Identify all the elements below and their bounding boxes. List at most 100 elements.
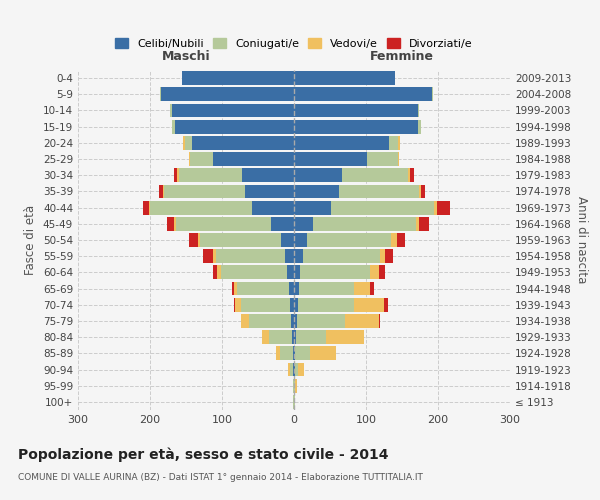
- Bar: [178, 168, 179, 182]
- Bar: [391, 233, 397, 247]
- Bar: [313, 217, 416, 230]
- Bar: [143, 200, 149, 214]
- Bar: [241, 298, 290, 312]
- Bar: [291, 314, 294, 328]
- Bar: [294, 266, 301, 280]
- Bar: [370, 282, 374, 296]
- Bar: [217, 266, 221, 280]
- Bar: [294, 88, 432, 101]
- Bar: [179, 168, 242, 182]
- Bar: [294, 184, 338, 198]
- Bar: [293, 395, 294, 409]
- Bar: [182, 71, 294, 85]
- Bar: [189, 152, 190, 166]
- Bar: [299, 282, 355, 296]
- Bar: [294, 120, 418, 134]
- Y-axis label: Fasce di età: Fasce di età: [25, 205, 37, 275]
- Bar: [233, 282, 237, 296]
- Bar: [293, 379, 294, 392]
- Bar: [294, 200, 331, 214]
- Bar: [389, 136, 398, 149]
- Bar: [280, 346, 293, 360]
- Bar: [252, 200, 294, 214]
- Bar: [293, 346, 294, 360]
- Bar: [286, 250, 294, 263]
- Bar: [294, 250, 302, 263]
- Bar: [416, 217, 419, 230]
- Bar: [172, 120, 175, 134]
- Bar: [221, 266, 287, 280]
- Bar: [183, 136, 185, 149]
- Bar: [295, 379, 297, 392]
- Bar: [294, 104, 418, 118]
- Bar: [355, 282, 370, 296]
- Bar: [370, 266, 379, 280]
- Bar: [331, 200, 434, 214]
- Bar: [298, 298, 354, 312]
- Bar: [421, 184, 425, 198]
- Bar: [294, 71, 395, 85]
- Bar: [237, 282, 289, 296]
- Bar: [214, 152, 294, 166]
- Bar: [398, 136, 400, 149]
- Bar: [269, 330, 292, 344]
- Bar: [296, 330, 326, 344]
- Bar: [241, 314, 250, 328]
- Bar: [214, 250, 215, 263]
- Bar: [418, 120, 421, 134]
- Bar: [175, 217, 176, 230]
- Bar: [242, 168, 294, 182]
- Bar: [233, 298, 235, 312]
- Bar: [294, 346, 295, 360]
- Bar: [294, 314, 297, 328]
- Bar: [297, 314, 345, 328]
- Text: COMUNE DI VALLE AURINA (BZ) - Dati ISTAT 1° gennaio 2014 - Elaborazione TUTTITAL: COMUNE DI VALLE AURINA (BZ) - Dati ISTAT…: [18, 472, 423, 482]
- Bar: [175, 120, 294, 134]
- Bar: [161, 88, 294, 101]
- Bar: [174, 168, 178, 182]
- Bar: [200, 233, 281, 247]
- Bar: [301, 266, 370, 280]
- Bar: [384, 298, 388, 312]
- Bar: [281, 233, 294, 247]
- Bar: [354, 298, 384, 312]
- Bar: [293, 362, 294, 376]
- Bar: [398, 152, 399, 166]
- Bar: [250, 314, 291, 328]
- Bar: [294, 136, 389, 149]
- Bar: [288, 362, 290, 376]
- Bar: [434, 200, 437, 214]
- Bar: [294, 395, 295, 409]
- Bar: [198, 233, 200, 247]
- Bar: [298, 362, 304, 376]
- Bar: [294, 298, 298, 312]
- Bar: [418, 104, 419, 118]
- Bar: [409, 168, 410, 182]
- Bar: [380, 250, 385, 263]
- Bar: [379, 314, 380, 328]
- Y-axis label: Anni di nascita: Anni di nascita: [575, 196, 588, 284]
- Bar: [338, 184, 419, 198]
- Bar: [163, 184, 164, 198]
- Bar: [292, 330, 294, 344]
- Bar: [192, 136, 294, 149]
- Bar: [149, 200, 150, 214]
- Bar: [203, 250, 214, 263]
- Bar: [294, 152, 367, 166]
- Bar: [419, 184, 421, 198]
- Bar: [294, 168, 342, 182]
- Bar: [160, 88, 161, 101]
- Bar: [419, 217, 428, 230]
- Bar: [170, 104, 172, 118]
- Bar: [410, 168, 413, 182]
- Bar: [189, 233, 198, 247]
- Bar: [432, 88, 433, 101]
- Bar: [295, 346, 310, 360]
- Bar: [294, 233, 307, 247]
- Bar: [160, 184, 163, 198]
- Bar: [214, 266, 217, 280]
- Legend: Celibi/Nubili, Coniugati/e, Vedovi/e, Divorziati/e: Celibi/Nubili, Coniugati/e, Vedovi/e, Di…: [112, 35, 476, 52]
- Bar: [172, 104, 294, 118]
- Bar: [302, 250, 380, 263]
- Text: Femmine: Femmine: [370, 50, 434, 63]
